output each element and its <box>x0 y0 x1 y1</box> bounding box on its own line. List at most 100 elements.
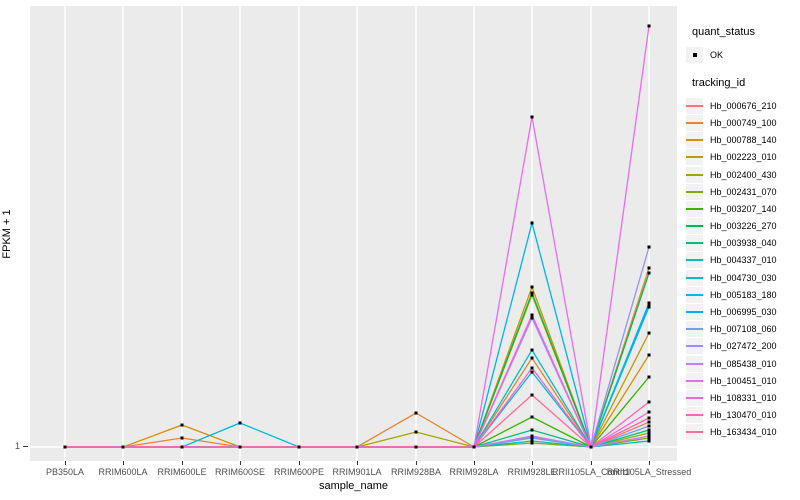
legend-item-Hb_004730_030: Hb_004730_030 <box>686 269 798 286</box>
legend-item-label: OK <box>710 49 724 60</box>
x-tick-label-PB350LA: PB350LA <box>45 467 85 477</box>
x-tick-mark <box>65 461 66 465</box>
plot-panel <box>30 6 677 461</box>
legend-item-quant-OK: OK <box>686 46 798 63</box>
legend-key <box>686 355 703 372</box>
x-tick-label-RRIM600PE: RRIM600PE <box>273 467 325 477</box>
legend-key <box>686 200 703 217</box>
legend-item-Hb_006995_030: Hb_006995_030 <box>686 303 798 321</box>
data-point-Hb_163434_010 <box>414 445 418 449</box>
legend-item-label: Hb_085438_010 <box>710 358 777 369</box>
legend-item-Hb_003938_040: Hb_003938_040 <box>686 235 798 252</box>
legend-key <box>686 149 703 166</box>
legend-key <box>686 166 703 183</box>
legend-item-Hb_085438_010: Hb_085438_010 <box>686 355 798 372</box>
data-point-Hb_163434_010 <box>121 445 125 449</box>
data-point-Hb_000788_140 <box>530 293 534 297</box>
data-point-Hb_000749_100 <box>530 356 534 360</box>
data-point-Hb_163434_010 <box>589 445 593 449</box>
data-point-Hb_000749_100 <box>647 266 651 270</box>
line-swatch-icon <box>686 276 703 279</box>
x-tick-label-RRIM600LE: RRIM600LE <box>157 467 207 477</box>
x-tick-label-RRII105LA_Stressed: RRII105LA_Stressed <box>606 467 692 477</box>
x-tick-mark <box>416 461 417 465</box>
y-tick-label: 1 <box>14 441 20 451</box>
data-point-Hb_163434_010 <box>472 445 476 449</box>
line-swatch-icon <box>686 328 703 331</box>
data-point-Hb_027472_200 <box>647 245 651 249</box>
data-point-Hb_000788_140 <box>647 353 651 357</box>
legend-item-Hb_003226_270: Hb_003226_270 <box>686 218 798 235</box>
legend-item-label: Hb_002400_430 <box>710 169 777 180</box>
legend-item-label: Hb_003207_140 <box>710 203 777 214</box>
legend-item-label: Hb_130470_010 <box>710 410 777 421</box>
x-tick-mark <box>240 461 241 465</box>
data-point-Hb_002400_430 <box>414 430 418 434</box>
legend-key <box>686 183 703 200</box>
line-swatch-icon <box>686 259 703 262</box>
legend-item-label: Hb_000788_140 <box>710 135 777 146</box>
x-tick-mark <box>649 461 650 465</box>
data-point-Hb_004730_030 <box>647 305 651 309</box>
point-icon <box>692 52 697 57</box>
data-point-Hb_002431_070 <box>530 441 534 445</box>
x-tick-mark <box>474 461 475 465</box>
x-tick-label-RRIM928LE: RRIM928LE <box>507 467 557 477</box>
data-point-Hb_003207_140 <box>647 375 651 379</box>
legend-key <box>686 407 703 424</box>
data-point-Hb_005183_180 <box>238 421 242 425</box>
legend-item-label: Hb_163434_010 <box>710 427 777 438</box>
data-point-Hb_108331_010 <box>647 410 651 414</box>
data-point-Hb_163434_010 <box>355 445 359 449</box>
legend-item-label: Hb_004337_010 <box>710 255 777 266</box>
data-point-Hb_002431_070 <box>647 436 651 440</box>
legend-key <box>686 424 703 441</box>
data-point-Hb_100451_010 <box>647 24 651 28</box>
legend-item-label: Hb_007108_060 <box>710 324 777 335</box>
data-point-Hb_003226_270 <box>530 291 534 295</box>
legend-item-Hb_000749_100: Hb_000749_100 <box>686 114 798 131</box>
data-point-Hb_163434_010 <box>647 416 651 420</box>
data-point-Hb_003226_270 <box>647 271 651 275</box>
x-tick-mark <box>182 461 183 465</box>
data-point-Hb_007108_060 <box>647 424 651 428</box>
x-tick-mark <box>532 461 533 465</box>
data-point-Hb_003938_040 <box>647 428 651 432</box>
legend-item-Hb_003207_140: Hb_003207_140 <box>686 200 798 217</box>
legend-key <box>686 321 703 338</box>
data-point-Hb_027472_200 <box>530 316 534 320</box>
line-swatch-icon <box>686 173 703 176</box>
plot-canvas <box>30 6 677 461</box>
data-point-Hb_100451_010 <box>530 115 534 119</box>
data-point-Hb_002223_010 <box>647 331 651 335</box>
data-point-Hb_000676_210 <box>647 420 651 424</box>
line-swatch-icon <box>686 139 703 142</box>
legend-item-label: Hb_027472_200 <box>710 341 777 352</box>
legend-item-Hb_108331_010: Hb_108331_010 <box>686 389 798 406</box>
line-swatch-icon <box>686 104 703 107</box>
line-swatch-icon <box>686 207 703 210</box>
data-point-Hb_004730_030 <box>530 348 534 352</box>
legend-key <box>686 338 703 355</box>
legend-key <box>686 235 703 252</box>
legend-tracking-id-section: tracking_id Hb_000676_210 Hb_000749_100 Hb… <box>686 77 798 441</box>
legend-key <box>686 46 703 63</box>
legend-key <box>686 218 703 235</box>
line-swatch-icon <box>686 379 703 382</box>
legend-item-label: Hb_002431_070 <box>710 186 777 197</box>
legend-item-Hb_002431_070: Hb_002431_070 <box>686 183 798 200</box>
legend-tracking-rows: Hb_000676_210 Hb_000749_100 Hb_000788_140 H… <box>686 97 798 441</box>
legend-item-label: Hb_006995_030 <box>710 307 777 318</box>
data-point-Hb_004337_010 <box>530 439 534 443</box>
legend-item-Hb_004337_010: Hb_004337_010 <box>686 252 798 269</box>
legend-item-Hb_163434_010: Hb_163434_010 <box>686 424 798 441</box>
legend-item-label: Hb_003226_270 <box>710 221 777 232</box>
line-swatch-icon <box>686 293 703 296</box>
legend-key <box>686 304 703 321</box>
legend-item-label: Hb_004730_030 <box>710 272 777 283</box>
legend-key <box>686 132 703 149</box>
legend-item-Hb_000788_140: Hb_000788_140 <box>686 132 798 149</box>
data-point-Hb_002400_430 <box>647 431 651 435</box>
legend-key <box>686 97 703 114</box>
y-axis-title: FPKM + 1 <box>1 209 13 259</box>
